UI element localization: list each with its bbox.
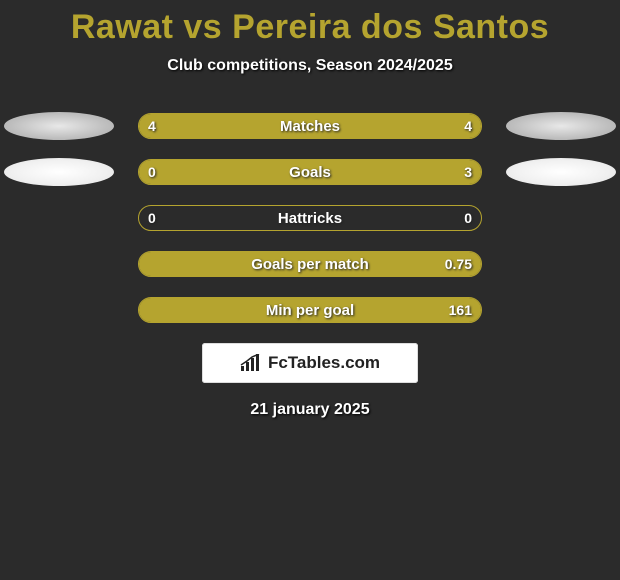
stat-value-right: 0 <box>464 205 472 231</box>
brand-text: FcTables.com <box>268 353 380 373</box>
stat-value-right: 3 <box>464 159 472 185</box>
stat-bar-track: Hattricks <box>138 205 482 231</box>
stat-bar-fill-right <box>139 252 481 276</box>
stat-bar-track: Matches <box>138 113 482 139</box>
stat-row: Goals per match0.75 <box>0 251 620 277</box>
date-label: 21 january 2025 <box>0 401 620 419</box>
stat-bar-track: Min per goal <box>138 297 482 323</box>
player-avatar-right <box>506 112 616 140</box>
brand-badge[interactable]: FcTables.com <box>202 343 418 383</box>
stat-bar-fill-left <box>139 114 310 138</box>
stats-rows: Matches44Goals03Hattricks00Goals per mat… <box>0 113 620 323</box>
stat-row: Hattricks0 0 <box>0 205 620 231</box>
stat-value-left: 0 <box>148 205 156 231</box>
stat-value-right: 4 <box>464 113 472 139</box>
stat-value-right: 0.75 <box>445 251 472 277</box>
stat-label: Hattricks <box>139 206 481 230</box>
stat-bar-fill-right <box>207 160 481 184</box>
stat-bar-track: Goals <box>138 159 482 185</box>
comparison-widget: { "title": "Rawat vs Pereira dos Santos"… <box>0 0 620 580</box>
player-avatar-left <box>4 158 114 186</box>
player-avatar-left <box>4 112 114 140</box>
stat-row: Goals0 3 <box>0 159 620 185</box>
stat-bar-fill-right <box>139 298 481 322</box>
stat-value-right: 161 <box>449 297 472 323</box>
page-title: Rawat vs Pereira dos Santos <box>0 0 620 47</box>
page-subtitle: Club competitions, Season 2024/2025 <box>0 57 620 75</box>
chart-icon <box>240 354 262 372</box>
stat-bar-track: Goals per match <box>138 251 482 277</box>
stat-value-left: 0 <box>148 159 156 185</box>
stat-value-left: 4 <box>148 113 156 139</box>
stat-row: Matches4 4 <box>0 113 620 139</box>
stat-bar-fill-right <box>310 114 481 138</box>
stat-row: Min per goal161 <box>0 297 620 323</box>
player-avatar-right <box>506 158 616 186</box>
